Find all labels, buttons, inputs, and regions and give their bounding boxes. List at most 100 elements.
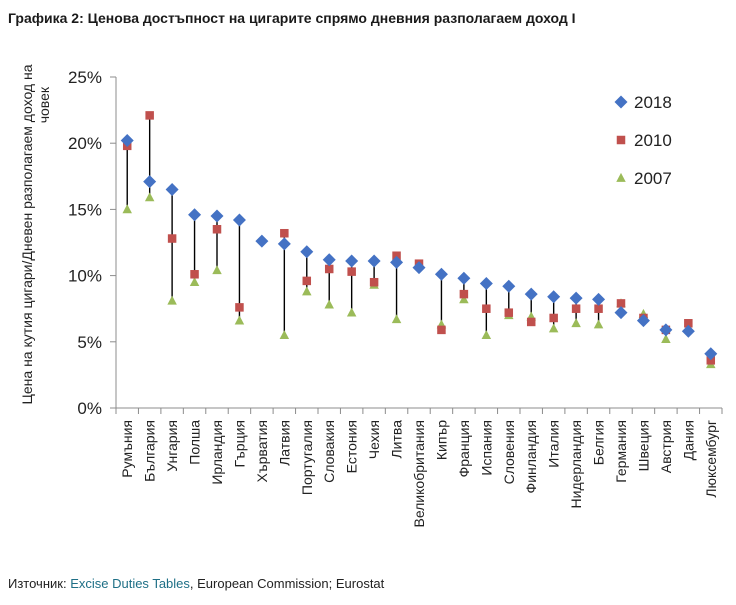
- marker-2010: [280, 228, 289, 238]
- source-note: Източник: Excise Duties Tables, European…: [8, 576, 384, 591]
- marker-2010: [347, 267, 356, 276]
- y-tick-label: 15%: [68, 200, 102, 219]
- x-tick-label: Ирландия: [209, 420, 225, 485]
- x-tick-label: Латвия: [276, 420, 292, 466]
- marker-2007: [324, 299, 334, 309]
- x-tick-label: Франция: [456, 420, 472, 477]
- x-tick-label: Гърция: [231, 420, 247, 468]
- source-link[interactable]: Excise Duties Tables: [70, 576, 190, 591]
- marker-2018: [143, 175, 157, 189]
- marker-2007: [234, 315, 245, 325]
- x-tick-label: Естония: [344, 420, 360, 473]
- marker-2018: [479, 277, 493, 291]
- y-axis-title: Цена на кутия цигари/Дневен разполагаем …: [19, 64, 52, 404]
- marker-2018: [345, 254, 359, 268]
- marker-2007: [571, 318, 581, 328]
- x-tick-label: Великобритания: [411, 420, 427, 528]
- marker-2007: [661, 334, 671, 343]
- marker-2010: [526, 317, 536, 327]
- marker-2018: [165, 183, 179, 197]
- marker-2018: [322, 253, 336, 267]
- marker-2010: [684, 319, 693, 328]
- marker-2018: [188, 208, 202, 222]
- legend-label-2010: 2010: [634, 131, 672, 150]
- marker-2007: [391, 314, 402, 324]
- x-tick-label: Дания: [680, 420, 696, 460]
- x-tick-label: Словакия: [321, 420, 337, 483]
- x-tick-label: Унгария: [164, 420, 180, 472]
- x-tick-label: Швеция: [635, 420, 651, 471]
- marker-2007: [593, 319, 604, 329]
- marker-2010: [549, 313, 558, 323]
- x-tick-label: Италия: [546, 420, 562, 468]
- x-axis: Румъния България Унгария Полша Ирландия Гърци…: [115, 407, 723, 528]
- legend-marker-2018: [614, 95, 628, 109]
- x-tick-label: Кипър: [433, 420, 449, 460]
- marker-2018: [592, 292, 606, 306]
- marker-2018: [412, 261, 426, 275]
- marker-2018: [390, 255, 404, 269]
- marker-2010: [504, 308, 514, 317]
- marker-2007: [167, 295, 177, 305]
- legend-label-2018: 2018: [634, 93, 672, 112]
- x-tick-label: Германия: [613, 420, 629, 483]
- marker-2007: [189, 277, 200, 287]
- marker-2018: [367, 254, 381, 268]
- marker-2018: [120, 134, 134, 148]
- marker-2010: [167, 234, 177, 243]
- marker-2007: [346, 307, 357, 317]
- x-tick-label: Австрия: [658, 420, 674, 473]
- marker-2010: [437, 325, 446, 335]
- legend: 2018 2010 2007: [614, 93, 672, 188]
- legend-marker-2010: [616, 135, 626, 145]
- source-prefix: Източник:: [8, 576, 71, 591]
- marker-2010: [616, 299, 626, 308]
- marker-2018: [569, 291, 583, 305]
- y-tick-label: 10%: [68, 267, 102, 286]
- marker-2010: [571, 304, 581, 313]
- marker-2010: [594, 304, 603, 313]
- marker-2010: [324, 264, 334, 274]
- x-tick-label: Румъния: [119, 420, 135, 478]
- marker-2010: [190, 270, 199, 279]
- drop-lines: [126, 115, 712, 365]
- y-tick-label: 20%: [68, 134, 102, 153]
- marker-2018: [277, 237, 291, 251]
- x-tick-label: Литва: [389, 420, 405, 459]
- x-tick-label: Испания: [478, 420, 494, 476]
- marker-2007: [481, 330, 492, 340]
- y-tick-label: 25%: [68, 68, 102, 87]
- legend-marker-2007: [616, 172, 626, 182]
- x-tick-label: Нидерландия: [568, 420, 584, 508]
- chart-title: Графика 2: Ценова достъпност на цигарите…: [8, 10, 576, 26]
- marker-2018: [681, 324, 695, 338]
- source-suffix: , European Commission; Eurostat: [189, 576, 385, 591]
- x-tick-label: Белгия: [591, 420, 607, 465]
- x-tick-label: България: [142, 420, 158, 482]
- marker-2010: [145, 111, 154, 120]
- marker-2007: [279, 330, 290, 340]
- x-tick-label: Финландия: [523, 420, 539, 493]
- marker-2018: [704, 347, 718, 361]
- marker-2018: [524, 287, 538, 301]
- marker-2007: [302, 286, 312, 296]
- marker-2007: [459, 294, 469, 304]
- y-axis-title-line-2: човек: [36, 86, 52, 123]
- marker-2007: [144, 192, 155, 202]
- y-axis-title-line-1: Цена на кутия цигари/Дневен разполагаем …: [19, 64, 35, 404]
- y-tick-label: 5%: [77, 333, 102, 352]
- marker-2018: [636, 314, 650, 328]
- marker-2018: [434, 267, 448, 281]
- marker-2010: [369, 277, 379, 287]
- marker-2010: [235, 303, 244, 312]
- marker-2010: [482, 304, 491, 313]
- marker-2018: [547, 290, 561, 304]
- y-tick-label: 0%: [77, 399, 102, 418]
- chart-area: Цена на кутия цигари/Дневен разполагаем …: [19, 64, 723, 528]
- marker-2018: [659, 323, 673, 337]
- marker-2018: [502, 279, 516, 293]
- marker-2010: [302, 276, 312, 286]
- marker-2010: [459, 289, 469, 299]
- x-tick-label: Полша: [187, 420, 203, 465]
- marker-2007: [122, 204, 132, 214]
